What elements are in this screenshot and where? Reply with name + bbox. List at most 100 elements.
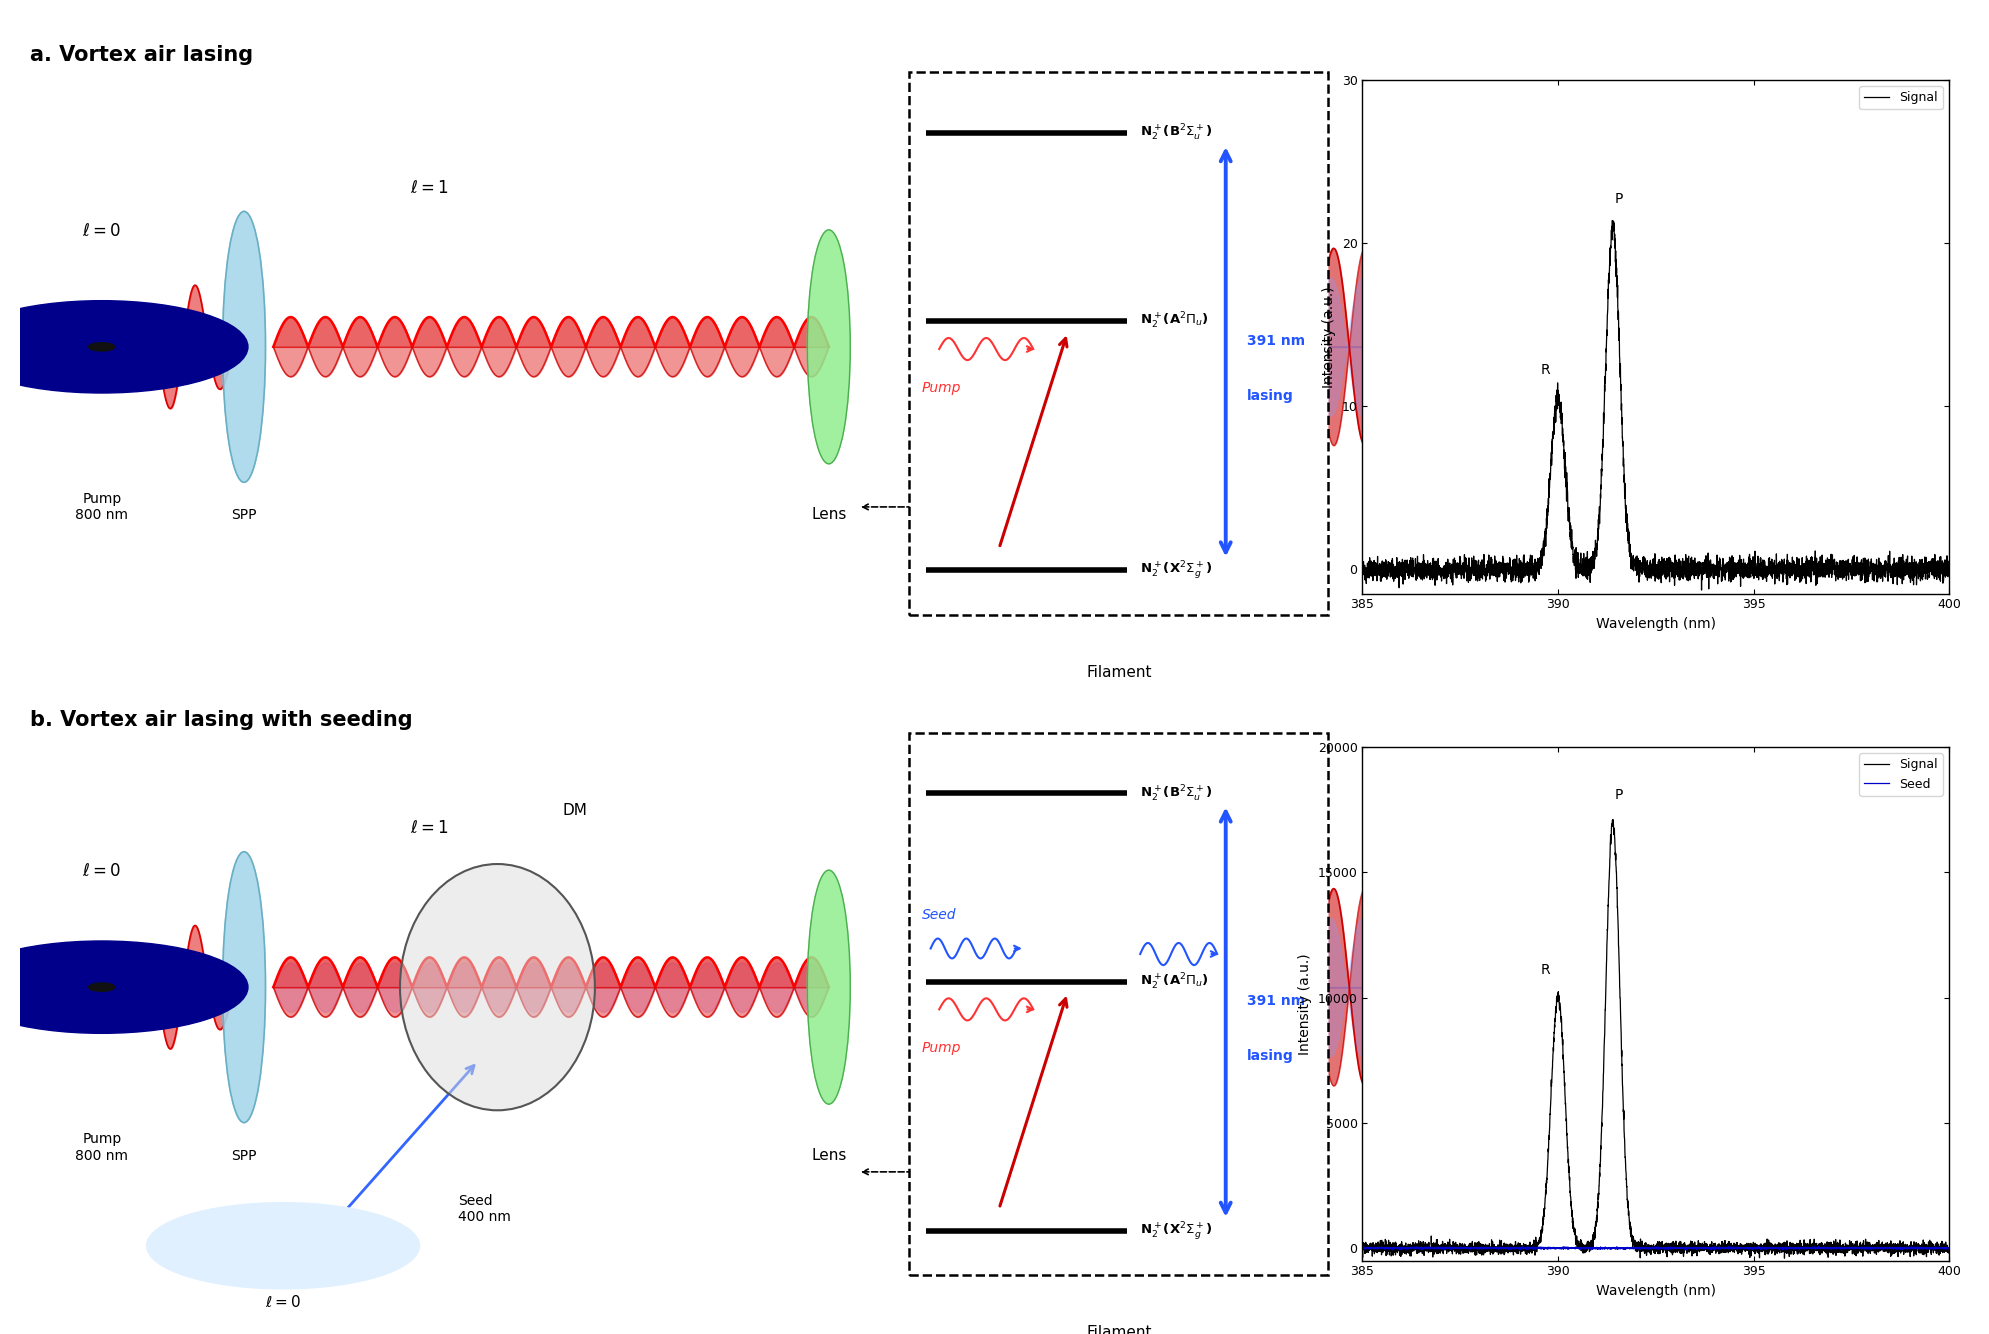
Text: $f$ = 30 cm: $f$ = 30 cm (933, 527, 998, 540)
Circle shape (0, 312, 211, 382)
Text: N$_2^+$(X$^2\Sigma_g^+$): N$_2^+$(X$^2\Sigma_g^+$) (1140, 1219, 1213, 1242)
Ellipse shape (1448, 187, 1496, 507)
Signal (1776, 555, 1800, 571)
X-axis label: Wavelength (nm): Wavelength (nm) (1595, 1285, 1717, 1298)
Circle shape (1056, 332, 1148, 362)
Signal (1772, 1250, 1796, 1266)
Seed (1601, 1239, 1625, 1255)
FancyBboxPatch shape (909, 732, 1329, 1275)
Text: Filament: Filament (1086, 1325, 1152, 1334)
Ellipse shape (808, 870, 849, 1105)
Line: Signal: Signal (1362, 220, 1949, 590)
Line: Signal: Signal (1362, 819, 1949, 1258)
Circle shape (1772, 338, 1834, 356)
Ellipse shape (223, 851, 265, 1123)
Text: SPP: SPP (231, 1149, 257, 1162)
Circle shape (0, 952, 211, 1022)
Circle shape (1056, 972, 1148, 1002)
Ellipse shape (223, 211, 265, 483)
Text: lasing: lasing (1247, 390, 1295, 403)
Text: $\ell = 0$: $\ell = 0$ (265, 1294, 300, 1310)
Circle shape (50, 331, 155, 363)
Signal (1601, 811, 1625, 827)
Text: 391 nm: 391 nm (1247, 334, 1305, 348)
Text: $\ell = 0$: $\ell = 0$ (82, 221, 121, 240)
Text: Seed
400 nm: Seed 400 nm (457, 1194, 511, 1225)
Text: Pump
800 nm: Pump 800 nm (76, 1133, 127, 1162)
Text: Amplified signal: Amplified signal (1742, 1147, 1864, 1162)
Text: Signal: Signal (1780, 507, 1828, 522)
Circle shape (68, 336, 135, 358)
Circle shape (1772, 978, 1834, 996)
Circle shape (12, 319, 193, 375)
Circle shape (1036, 327, 1166, 367)
Text: Filter: Filter (1454, 1147, 1492, 1162)
Circle shape (30, 964, 173, 1010)
Circle shape (1046, 329, 1158, 364)
Text: P: P (1615, 787, 1623, 802)
Circle shape (1092, 344, 1112, 350)
Circle shape (0, 940, 249, 1034)
Circle shape (187, 1215, 378, 1275)
Signal (1937, 1239, 1961, 1255)
Y-axis label: Intensity (a.u.): Intensity (a.u.) (1299, 952, 1313, 1055)
Signal (1601, 212, 1625, 228)
X-axis label: Wavelength (nm): Wavelength (nm) (1595, 618, 1717, 631)
Signal (1919, 564, 1943, 580)
Legend: Signal, Seed: Signal, Seed (1860, 754, 1943, 795)
Text: Filter: Filter (1454, 507, 1492, 522)
Text: 391 nm: 391 nm (1247, 994, 1305, 1009)
Seed (1629, 1241, 1653, 1257)
Circle shape (84, 982, 119, 992)
Circle shape (1074, 338, 1130, 356)
Circle shape (0, 300, 249, 394)
Seed (1890, 1241, 1913, 1257)
Text: N$_2^+$(A$^2\Pi_u$): N$_2^+$(A$^2\Pi_u$) (1140, 311, 1209, 331)
Text: DM: DM (563, 803, 589, 818)
Ellipse shape (400, 864, 595, 1110)
Text: N$_2^+$(B$^2\Sigma_u^+$): N$_2^+$(B$^2\Sigma_u^+$) (1140, 783, 1213, 803)
Text: lasing: lasing (1247, 1050, 1295, 1063)
Signal (1601, 820, 1625, 836)
Circle shape (1092, 984, 1112, 990)
Circle shape (30, 324, 173, 370)
Circle shape (1736, 966, 1870, 1009)
Circle shape (1718, 320, 1888, 374)
Seed (1675, 1242, 1699, 1258)
Circle shape (68, 976, 135, 998)
Circle shape (1667, 944, 1939, 1030)
Circle shape (167, 1209, 400, 1282)
Circle shape (1074, 978, 1130, 996)
Circle shape (1754, 971, 1852, 1003)
Text: $\ell = 1$: $\ell = 1$ (410, 819, 450, 838)
Circle shape (90, 343, 115, 351)
Text: Pump: Pump (923, 1041, 961, 1055)
Legend: Signal: Signal (1860, 87, 1943, 109)
Seed (1597, 1241, 1621, 1257)
Text: N$_2^+$(B$^2\Sigma_u^+$): N$_2^+$(B$^2\Sigma_u^+$) (1140, 123, 1213, 143)
Circle shape (1718, 960, 1888, 1014)
Circle shape (1736, 325, 1870, 368)
Text: $\ell = 0$: $\ell = 0$ (82, 862, 121, 880)
Circle shape (263, 1239, 304, 1253)
Seed (1919, 1241, 1943, 1257)
Signal (1601, 223, 1625, 239)
Signal (1597, 275, 1621, 291)
Circle shape (1064, 975, 1140, 999)
Circle shape (84, 342, 119, 352)
Circle shape (1792, 343, 1816, 351)
Circle shape (1683, 950, 1923, 1025)
Circle shape (1036, 967, 1166, 1007)
Text: P: P (1615, 192, 1623, 207)
Circle shape (1046, 970, 1158, 1005)
Text: R: R (1541, 963, 1549, 976)
Text: R: R (1541, 363, 1549, 378)
Seed (1351, 1239, 1374, 1255)
Seed (1806, 1238, 1830, 1254)
Signal (1919, 1243, 1943, 1259)
Text: a. Vortex air lasing: a. Vortex air lasing (30, 45, 253, 65)
Circle shape (1701, 955, 1905, 1019)
Signal (1689, 582, 1713, 598)
FancyBboxPatch shape (909, 72, 1329, 615)
Text: Pump
800 nm: Pump 800 nm (76, 492, 127, 522)
